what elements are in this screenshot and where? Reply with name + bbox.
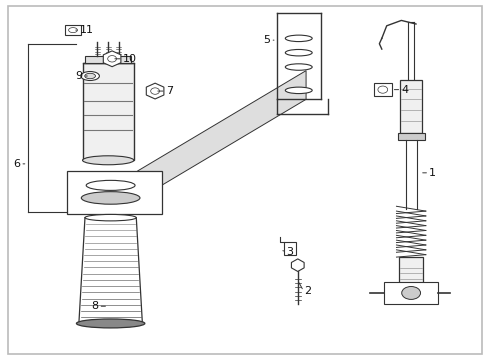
Text: 1: 1 bbox=[429, 168, 436, 178]
Text: 3: 3 bbox=[287, 247, 294, 257]
Bar bbox=[400, 80, 422, 134]
Polygon shape bbox=[147, 83, 164, 99]
Ellipse shape bbox=[81, 192, 140, 204]
Ellipse shape bbox=[86, 180, 135, 190]
Ellipse shape bbox=[285, 49, 312, 56]
Ellipse shape bbox=[402, 287, 420, 300]
Text: 11: 11 bbox=[80, 25, 94, 35]
Bar bbox=[284, 242, 296, 255]
Polygon shape bbox=[103, 51, 121, 67]
Bar bbox=[398, 134, 424, 140]
Bar bbox=[85, 56, 131, 63]
Text: 9: 9 bbox=[75, 71, 83, 81]
Text: 7: 7 bbox=[166, 86, 173, 96]
Ellipse shape bbox=[85, 73, 96, 79]
Text: 6: 6 bbox=[13, 159, 20, 169]
Bar bbox=[67, 171, 162, 214]
Ellipse shape bbox=[81, 72, 99, 81]
Text: 8: 8 bbox=[91, 301, 98, 311]
Text: 10: 10 bbox=[123, 54, 137, 64]
Text: 4: 4 bbox=[401, 85, 409, 95]
Ellipse shape bbox=[285, 87, 312, 94]
Ellipse shape bbox=[285, 64, 312, 70]
Bar bbox=[65, 25, 81, 35]
Ellipse shape bbox=[285, 35, 312, 41]
Text: 2: 2 bbox=[304, 286, 311, 296]
Polygon shape bbox=[138, 71, 306, 200]
Bar bbox=[399, 257, 423, 284]
Bar bbox=[374, 83, 392, 96]
Bar bbox=[384, 282, 438, 304]
Bar bbox=[82, 63, 134, 160]
Ellipse shape bbox=[85, 215, 136, 221]
Ellipse shape bbox=[76, 319, 145, 328]
Polygon shape bbox=[292, 259, 304, 271]
Ellipse shape bbox=[82, 156, 134, 165]
Text: 5: 5 bbox=[264, 35, 270, 45]
